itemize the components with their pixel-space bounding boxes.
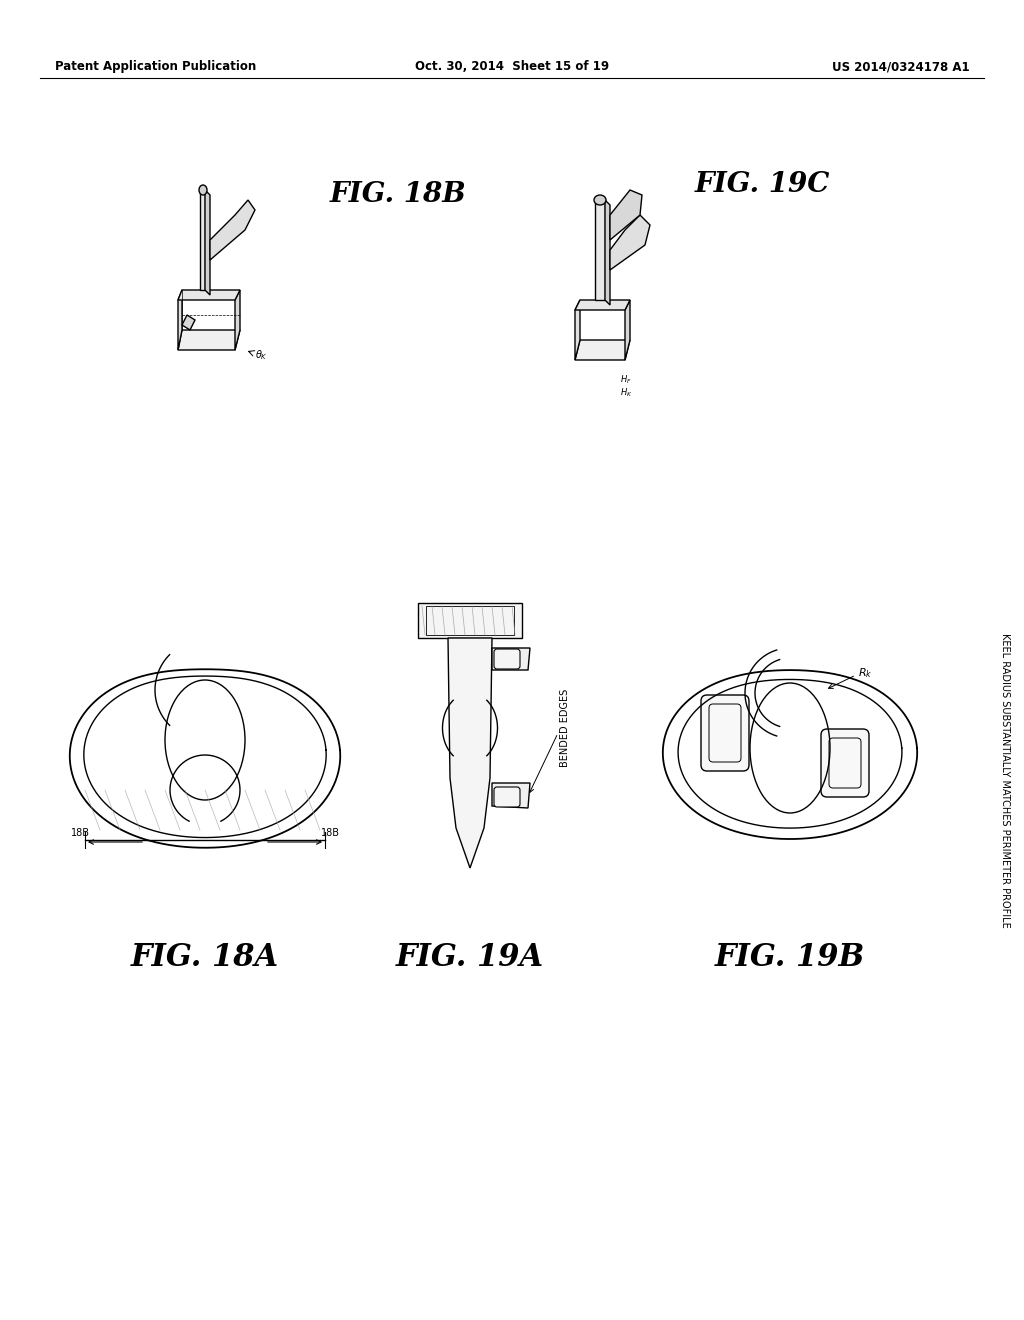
Polygon shape xyxy=(418,603,522,638)
Text: FIG. 18B: FIG. 18B xyxy=(330,181,467,209)
Text: KEEL RADIUS SUBSTANTIALLY MATCHES PERIMETER PROFILE: KEEL RADIUS SUBSTANTIALLY MATCHES PERIME… xyxy=(1000,632,1010,928)
Polygon shape xyxy=(234,290,240,350)
Polygon shape xyxy=(492,783,530,808)
Text: $\theta_K$: $\theta_K$ xyxy=(255,348,268,362)
Polygon shape xyxy=(178,290,182,350)
Text: Patent Application Publication: Patent Application Publication xyxy=(55,59,256,73)
Text: $R_k$: $R_k$ xyxy=(858,667,872,680)
Text: FIG. 18A: FIG. 18A xyxy=(131,942,280,974)
Text: FIG. 19C: FIG. 19C xyxy=(695,172,830,198)
Text: 18B: 18B xyxy=(321,828,340,838)
Polygon shape xyxy=(605,201,610,305)
Polygon shape xyxy=(200,190,205,290)
Text: 18B: 18B xyxy=(71,828,89,838)
Text: FIG. 19A: FIG. 19A xyxy=(396,942,544,974)
Polygon shape xyxy=(182,315,195,330)
Polygon shape xyxy=(492,648,530,671)
Polygon shape xyxy=(595,201,605,300)
Text: Oct. 30, 2014  Sheet 15 of 19: Oct. 30, 2014 Sheet 15 of 19 xyxy=(415,59,609,73)
Polygon shape xyxy=(610,215,650,271)
Polygon shape xyxy=(575,300,580,360)
FancyBboxPatch shape xyxy=(494,787,520,807)
Text: US 2014/0324178 A1: US 2014/0324178 A1 xyxy=(833,59,970,73)
Polygon shape xyxy=(210,201,255,260)
FancyBboxPatch shape xyxy=(701,696,749,771)
Polygon shape xyxy=(575,300,630,310)
Text: $H_K$: $H_K$ xyxy=(620,387,633,399)
Polygon shape xyxy=(205,190,210,294)
Text: $H_F$: $H_F$ xyxy=(620,374,632,387)
Text: BENDED EDGES: BENDED EDGES xyxy=(560,689,570,767)
Polygon shape xyxy=(178,290,240,300)
Text: FIG. 19B: FIG. 19B xyxy=(715,942,865,974)
Polygon shape xyxy=(449,638,492,869)
FancyBboxPatch shape xyxy=(821,729,869,797)
Polygon shape xyxy=(575,341,630,360)
Polygon shape xyxy=(178,330,240,350)
Ellipse shape xyxy=(199,185,207,195)
Polygon shape xyxy=(610,190,642,240)
Polygon shape xyxy=(625,300,630,360)
Ellipse shape xyxy=(594,195,606,205)
FancyBboxPatch shape xyxy=(494,649,520,669)
